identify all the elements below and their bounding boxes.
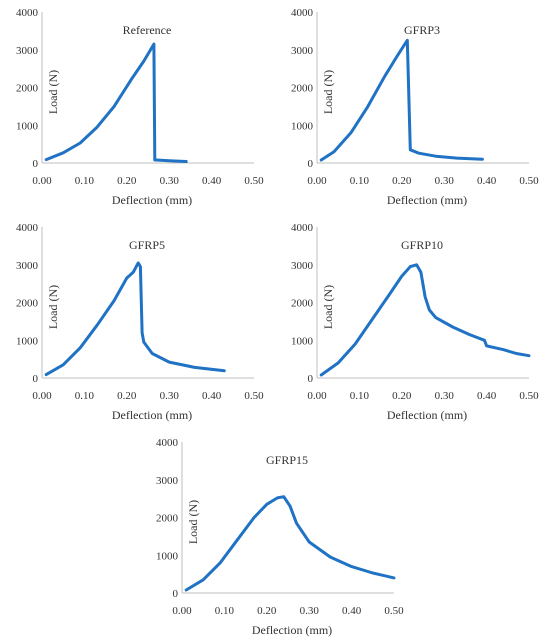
- y-tick-label: 1000: [16, 120, 39, 132]
- y-axis-label: Load (N): [321, 70, 335, 114]
- x-tick-label: 0.00: [32, 175, 52, 187]
- y-axis-label: Load (N): [321, 285, 335, 329]
- y-tick-label: 4000: [16, 222, 39, 234]
- y-tick-label: 0: [308, 373, 314, 385]
- x-tick-label: 0.50: [244, 175, 264, 187]
- y-tick-label: 1000: [291, 120, 314, 132]
- chart-title: GFRP10: [401, 238, 443, 252]
- series-line: [319, 38, 484, 162]
- chart-title: GFRP5: [129, 238, 165, 252]
- x-tick-label: 0.40: [202, 390, 222, 402]
- x-tick-label: 0.10: [350, 390, 370, 402]
- y-tick-label: 2000: [291, 83, 314, 95]
- x-tick-label: 0.40: [342, 605, 362, 617]
- chart-reference: 0 1000 2000 3000 4000 0.00 0.10 0.20 0.30 0.40 0.5…: [16, 7, 264, 207]
- x-tick-label: 0.30: [160, 175, 180, 187]
- x-axis-label: Deflection (mm): [387, 408, 467, 422]
- x-tick-label: 0.30: [160, 390, 180, 402]
- y-tick-label: 0: [308, 158, 314, 170]
- y-tick-label: 3000: [291, 45, 314, 57]
- y-tick-label: 3000: [16, 260, 39, 272]
- x-tick-label: 0.20: [392, 390, 412, 402]
- chart-title: GFRP3: [404, 23, 440, 37]
- x-tick-label: 0.00: [307, 390, 327, 402]
- y-tick-label: 3000: [16, 45, 39, 57]
- series-line: [319, 263, 531, 377]
- y-tick-label: 1000: [156, 550, 179, 562]
- x-tick-label: 0.40: [477, 175, 497, 187]
- y-tick-label: 2000: [16, 83, 39, 95]
- chart-gfrp15: 0 1000 2000 3000 4000 0.00 0.10 0.20 0.30 0.40 0.5…: [156, 437, 404, 637]
- x-tick-label: 0.30: [300, 605, 320, 617]
- x-tick-label: 0.30: [435, 175, 455, 187]
- series-line: [44, 42, 188, 163]
- y-axis-label: Load (N): [46, 70, 60, 114]
- x-tick-label: 0.20: [117, 175, 137, 187]
- x-tick-label: 0.00: [307, 175, 327, 187]
- y-tick-label: 0: [173, 588, 179, 600]
- x-tick-label: 0.30: [435, 390, 455, 402]
- x-tick-label: 0.00: [172, 605, 192, 617]
- y-tick-label: 3000: [156, 475, 179, 487]
- y-axis-label: Load (N): [46, 285, 60, 329]
- y-tick-label: 0: [33, 373, 39, 385]
- x-axis-label: Deflection (mm): [387, 193, 467, 207]
- y-tick-label: 4000: [16, 7, 39, 19]
- x-tick-label: 0.40: [477, 390, 497, 402]
- x-tick-label: 0.20: [257, 605, 277, 617]
- y-tick-label: 1000: [16, 335, 39, 347]
- y-tick-label: 1000: [291, 335, 314, 347]
- y-tick-label: 4000: [156, 437, 179, 449]
- y-tick-label: 4000: [291, 222, 314, 234]
- x-tick-label: 0.10: [75, 390, 95, 402]
- x-axis-label: Deflection (mm): [112, 408, 192, 422]
- series-line: [184, 495, 396, 592]
- x-tick-label: 0.40: [202, 175, 222, 187]
- x-tick-label: 0.50: [384, 605, 404, 617]
- y-tick-label: 2000: [156, 513, 179, 525]
- y-tick-label: 0: [33, 158, 39, 170]
- x-tick-label: 0.00: [32, 390, 52, 402]
- x-tick-label: 0.10: [75, 175, 95, 187]
- x-tick-label: 0.20: [392, 175, 412, 187]
- chart-gfrp5: 0 1000 2000 3000 4000 0.00 0.10 0.20 0.30 0.40 0.5…: [16, 222, 264, 422]
- y-tick-label: 4000: [291, 7, 314, 19]
- x-tick-label: 0.10: [215, 605, 235, 617]
- chart-gfrp10: 0 1000 2000 3000 4000 0.00 0.10 0.20 0.30 0.40 0.5…: [291, 222, 539, 422]
- y-tick-label: 3000: [291, 260, 314, 272]
- x-tick-label: 0.50: [519, 390, 539, 402]
- y-tick-label: 2000: [291, 298, 314, 310]
- x-tick-label: 0.50: [244, 390, 264, 402]
- chart-gfrp3: 0 1000 2000 3000 4000 0.00 0.10 0.20 0.30 0.40 0.5…: [291, 7, 539, 207]
- y-axis-label: Load (N): [186, 500, 200, 544]
- y-tick-label: 2000: [16, 298, 39, 310]
- chart-title: GFRP15: [266, 453, 308, 467]
- x-axis-label: Deflection (mm): [112, 193, 192, 207]
- series-line: [44, 261, 226, 377]
- chart-title: Reference: [123, 23, 172, 37]
- x-tick-label: 0.10: [350, 175, 370, 187]
- x-tick-label: 0.20: [117, 390, 137, 402]
- x-axis-label: Deflection (mm): [252, 623, 332, 637]
- x-tick-label: 0.50: [519, 175, 539, 187]
